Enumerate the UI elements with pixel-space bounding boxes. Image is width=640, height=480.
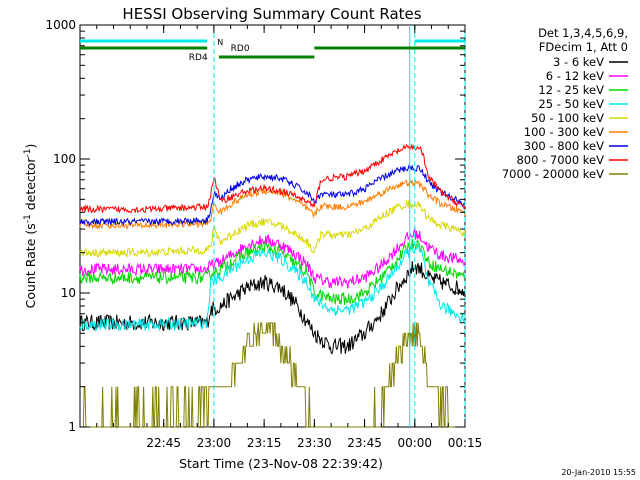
series-line-8 bbox=[80, 322, 465, 428]
chart-title: HESSI Observing Summary Count Rates bbox=[122, 5, 421, 23]
legend: Det 1,3,4,5,6,9, FDecim 1, Att 0 3 - 6 k… bbox=[502, 26, 628, 181]
x-tick-label-4: 23:45 bbox=[347, 436, 382, 450]
y-axis-label-sup-2: -1 bbox=[23, 149, 33, 158]
series-line-4 bbox=[79, 199, 466, 259]
series-line-2 bbox=[79, 238, 466, 306]
night-flag-label: N bbox=[217, 38, 223, 47]
x-tick-label-0: 22:45 bbox=[146, 436, 181, 450]
y-axis-label: Count Rate (s-1 detector-1) bbox=[23, 144, 38, 309]
rd4-flag-label: RD4 bbox=[189, 53, 208, 63]
series-line-3 bbox=[79, 242, 466, 333]
rd0-flag-label: RD0 bbox=[231, 44, 250, 54]
timestamp: 20-Jan-2010 15:55 bbox=[561, 468, 636, 477]
x-tick-label-2: 23:15 bbox=[247, 436, 282, 450]
series-line-6 bbox=[79, 163, 466, 227]
y-axis-label-main: Count Rate (s bbox=[23, 223, 38, 308]
y-axis-label-end: ) bbox=[23, 144, 38, 149]
x-tick-label-1: 23:00 bbox=[197, 436, 232, 450]
x-tick-label-5: 00:00 bbox=[397, 436, 432, 450]
legend-label-7: 800 - 7000 keV bbox=[516, 153, 604, 167]
legend-label-4: 50 - 100 keV bbox=[531, 111, 604, 125]
series-line-7 bbox=[79, 143, 466, 214]
legend-header-line-1: Det 1,3,4,5,6,9, bbox=[538, 26, 628, 40]
legend-label-2: 12 - 25 keV bbox=[538, 83, 604, 97]
y-tick-label-0: 1 bbox=[68, 420, 76, 434]
legend-label-5: 100 - 300 keV bbox=[524, 125, 604, 139]
x-tick-label-6: 00:15 bbox=[448, 436, 483, 450]
legend-label-8: 7000 - 20000 keV bbox=[502, 167, 604, 181]
y-axis-label-sup-1: -1 bbox=[23, 214, 33, 223]
legend-label-0: 3 - 6 keV bbox=[553, 55, 604, 69]
y-tick-label-2: 100 bbox=[53, 152, 76, 166]
legend-label-1: 6 - 12 keV bbox=[546, 69, 604, 83]
legend-header-line-2: FDecim 1, Att 0 bbox=[539, 40, 628, 54]
legend-label-6: 300 - 800 keV bbox=[524, 139, 604, 153]
y-tick-label-3: 1000 bbox=[45, 18, 76, 32]
axis-layer: 22:45 23:00 23:15 23:30 23:45 00:00 00:15 1 10 10… bbox=[45, 18, 482, 450]
x-tick-label-3: 23:30 bbox=[297, 436, 332, 450]
legend-label-3: 25 - 50 keV bbox=[538, 97, 604, 111]
annotation-layer: N RD0 RD4 bbox=[80, 25, 466, 427]
series-line-5 bbox=[79, 179, 466, 231]
x-axis-label: Start Time (23-Nov-08 22:39:42) bbox=[179, 456, 383, 471]
y-axis-label-mid: detector bbox=[23, 157, 38, 215]
series-line-1 bbox=[79, 227, 466, 289]
y-tick-label-1: 10 bbox=[61, 286, 76, 300]
series-layer bbox=[79, 143, 466, 428]
